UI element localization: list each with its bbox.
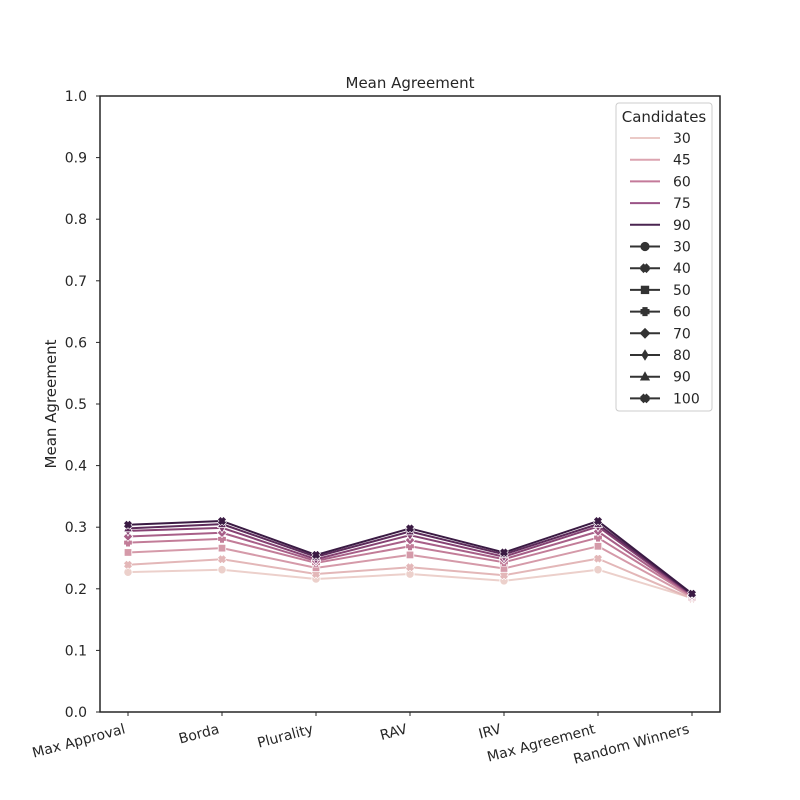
- y-tick-label: 0.0: [65, 705, 87, 721]
- data-point: [405, 562, 415, 573]
- legend-marker-swatch: [639, 371, 651, 381]
- legend-label: 70: [673, 326, 691, 342]
- legend-hue-entry: 90: [630, 218, 691, 234]
- legend-label: 90: [673, 370, 691, 386]
- y-tick-label: 1.0: [65, 89, 87, 105]
- y-tick-label: 0.2: [65, 582, 87, 598]
- data-point: [593, 542, 603, 551]
- data-point: [593, 533, 603, 543]
- series-lines: [122, 516, 698, 604]
- legend-label: 50: [673, 283, 691, 299]
- legend-marker-swatch: [639, 327, 651, 339]
- data-point: [123, 519, 133, 530]
- y-tick-label: 0.5: [65, 397, 87, 413]
- x-tick-label: Plurality: [256, 721, 315, 751]
- legend-label: 100: [673, 391, 700, 407]
- legend-label: 30: [673, 131, 691, 147]
- data-point: [593, 516, 603, 526]
- legend-hue-entry: 45: [630, 153, 691, 169]
- legend: Candidates 30 45 60 75 90 30 40 50 60 70 80 90 100: [615, 102, 713, 412]
- series-2: [123, 553, 697, 604]
- legend-marker-swatch: [640, 307, 650, 317]
- data-point: [123, 567, 133, 577]
- legend-hue-entry: 75: [630, 196, 691, 212]
- legend-box: [615, 102, 713, 412]
- series-8: [123, 516, 697, 599]
- x-tick-label: RAV: [378, 721, 409, 744]
- data-point: [593, 553, 603, 564]
- data-point: [593, 565, 603, 575]
- legend-label: 45: [673, 153, 691, 169]
- series-1: [123, 565, 697, 603]
- data-point: [123, 548, 133, 557]
- data-point: [687, 588, 697, 599]
- legend-label: 80: [673, 348, 691, 364]
- legend-label: 60: [673, 305, 691, 321]
- legend-hue-entry: 30: [630, 131, 691, 147]
- legend-title: Candidates: [622, 108, 707, 126]
- legend-marker-swatch: [640, 241, 650, 252]
- legend-style-entry: 60: [630, 305, 691, 321]
- legend-style-entry: 80: [630, 348, 691, 364]
- legend-label: 30: [673, 240, 691, 256]
- data-point: [123, 538, 133, 548]
- x-tick-label: IRV: [477, 721, 503, 742]
- data-point: [499, 547, 509, 558]
- legend-label: 40: [673, 261, 691, 277]
- y-tick-label: 0.8: [65, 212, 87, 228]
- legend-style-entry: 30: [630, 240, 691, 256]
- y-tick-label: 0.6: [65, 335, 87, 351]
- legend-marker-swatch: [641, 349, 649, 361]
- legend-label: 60: [673, 174, 691, 190]
- data-point: [123, 559, 133, 570]
- data-point: [217, 534, 227, 544]
- y-tick-label: 0.9: [65, 151, 87, 167]
- legend-label: 90: [673, 218, 691, 234]
- legend-style-entry: 70: [630, 326, 691, 342]
- data-point: [405, 569, 415, 579]
- legend-hue-entry: 60: [630, 174, 691, 190]
- legend-style-entry: 50: [630, 283, 691, 299]
- data-point: [217, 516, 227, 526]
- x-tick-label: Borda: [177, 721, 221, 747]
- legend-label: 75: [673, 196, 691, 212]
- chart-title: Mean Agreement: [346, 74, 475, 92]
- y-tick-label: 0.3: [65, 520, 87, 536]
- y-tick-label: 0.7: [65, 274, 87, 290]
- data-point: [217, 543, 227, 553]
- y-tick-label: 0.4: [65, 459, 87, 475]
- data-point: [217, 554, 227, 565]
- data-point: [405, 541, 415, 551]
- legend-marker-swatch: [640, 285, 650, 295]
- x-tick-label: Max Approval: [31, 721, 127, 761]
- data-point: [405, 550, 415, 560]
- legend-marker-swatch: [640, 263, 650, 274]
- data-point: [405, 523, 415, 534]
- data-point: [311, 550, 321, 560]
- legend-style-entry: 100: [630, 391, 700, 407]
- legend-marker-swatch: [640, 393, 650, 404]
- y-tick-labels: 0.0 0.1 0.2 0.3 0.4 0.5 0.6 0.7 0.8 0.9 1.0: [65, 89, 100, 721]
- y-tick-label: 0.1: [65, 643, 87, 659]
- legend-style-entry: 40: [630, 261, 691, 277]
- data-point: [217, 565, 227, 575]
- legend-style-entry: 90: [630, 370, 691, 386]
- y-axis-label: Mean Agreement: [42, 339, 60, 468]
